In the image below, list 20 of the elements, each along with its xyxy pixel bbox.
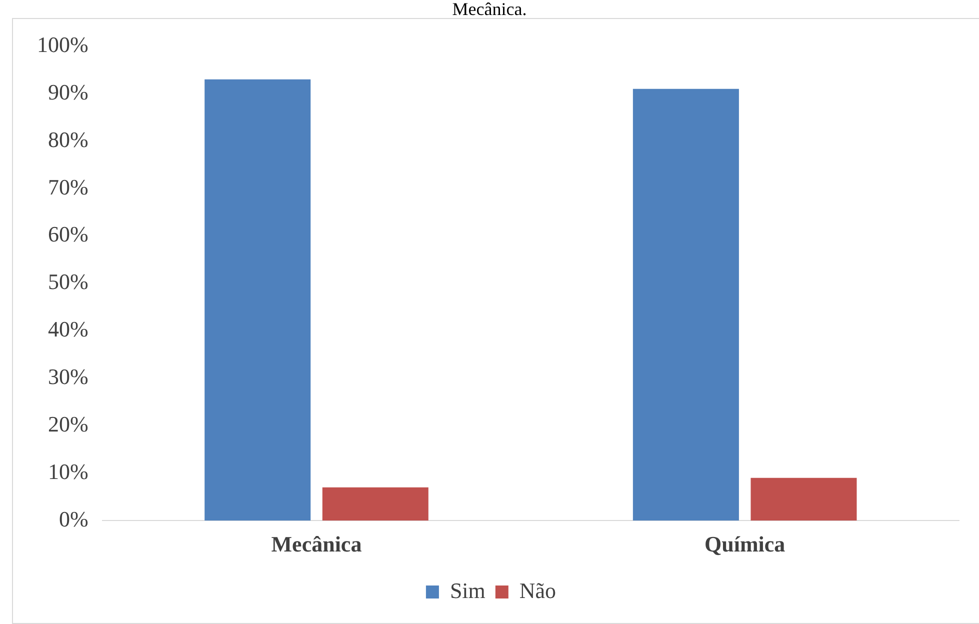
y-tick-label: 90% <box>48 79 88 104</box>
bar <box>322 487 428 521</box>
y-tick-label: 70% <box>48 174 88 200</box>
legend-label: Sim <box>450 578 486 603</box>
y-tick-label: 80% <box>48 126 88 152</box>
y-tick-label: 10% <box>48 458 88 484</box>
x-tick-label: Química <box>704 531 786 556</box>
x-tick-label: Mecânica <box>271 531 362 556</box>
y-tick-label: 20% <box>48 412 88 436</box>
legend-label: Não <box>519 578 556 603</box>
y-tick-label: 40% <box>48 316 88 342</box>
bar <box>632 88 739 521</box>
chart-title: Mecânica. <box>451 0 528 19</box>
bar <box>750 478 857 521</box>
y-tick-label: 0% <box>59 506 88 532</box>
y-tick-label: 60% <box>48 222 88 247</box>
y-tick-label: 50% <box>48 269 88 294</box>
y-tick-label: 30% <box>48 364 88 390</box>
bar <box>204 79 311 521</box>
y-tick-label: 100% <box>37 32 88 57</box>
